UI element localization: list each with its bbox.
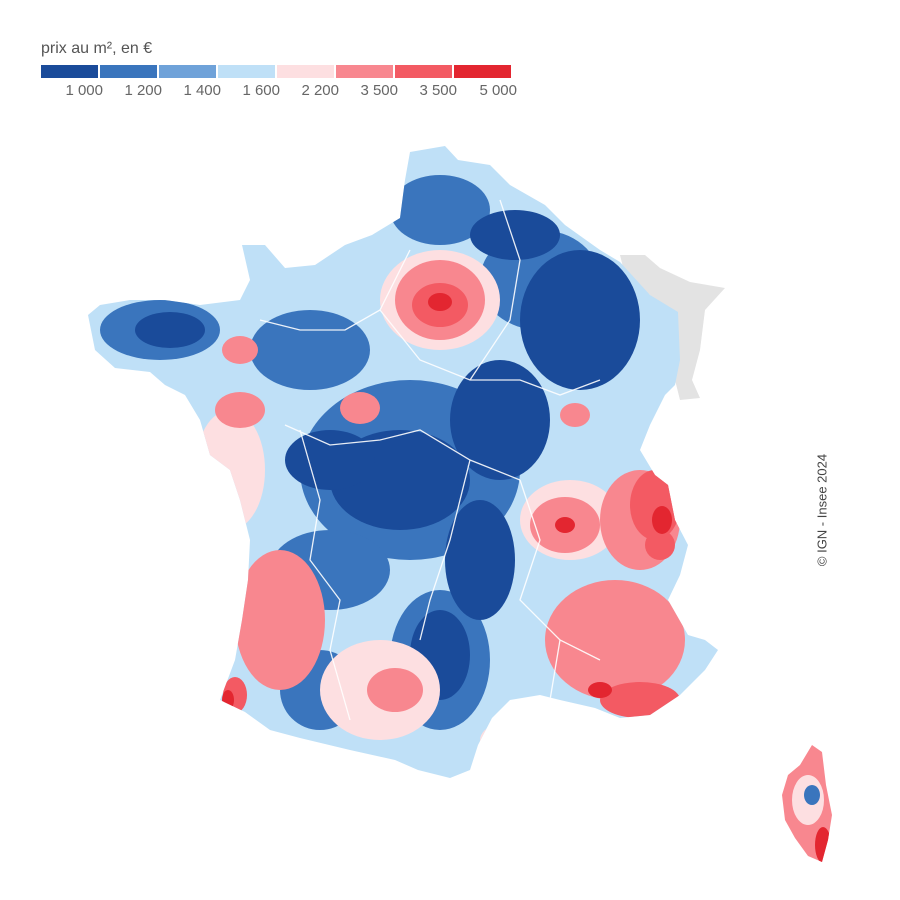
corsica-south-high [815,827,831,862]
legend-tick-6: 3 500 [360,82,398,99]
mainland-france [88,146,718,778]
legend-tick-4: 1 600 [242,82,280,99]
legend-swatch-5 [277,65,334,78]
lowest-price-zones [135,210,640,700]
copyright-credit: © IGN - Insee 2024 [814,453,830,567]
legend-tick-3: 1 400 [183,82,221,99]
legend-swatch-1 [41,65,98,78]
legend-swatch-6 [336,65,393,78]
legend-tick-7: 3 500 [419,82,457,99]
legend-swatch-7 [395,65,452,78]
legend-tick-2: 1 200 [124,82,162,99]
legend-swatch-2 [100,65,157,78]
legend-color-scale [41,65,513,78]
corsica [782,745,832,862]
legend-tick-5: 2 200 [301,82,339,99]
legend-tick-1: 1 000 [65,82,103,99]
legend-swatch-4 [218,65,275,78]
legend-tick-8: 5 000 [479,82,517,99]
legend-title: prix au m², en € [41,40,153,57]
corsica-low-zone [804,785,820,805]
legend-tick-labels: 1 000 1 200 1 400 1 600 2 200 3 500 3 50… [41,82,521,102]
legend-swatch-8 [454,65,511,78]
legend-swatch-3 [159,65,216,78]
region-boundaries [259,199,601,721]
